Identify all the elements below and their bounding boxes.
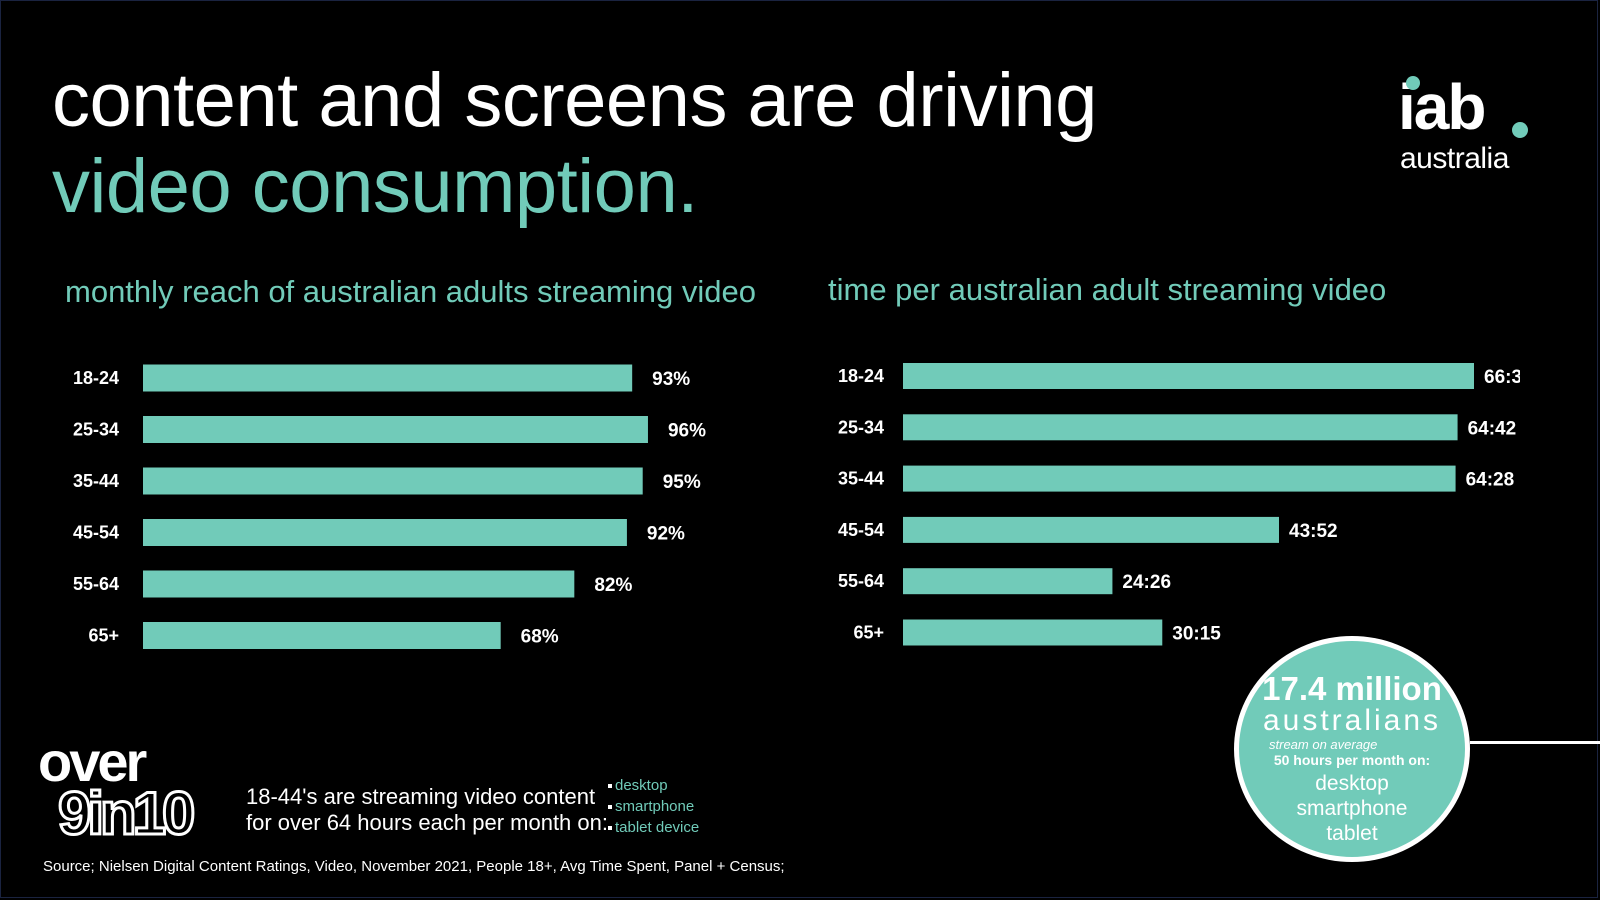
bar-45-54 [143,519,627,546]
value-label: 66:37 [1484,367,1520,388]
stat-description: 18-44's are streaming video content for … [246,784,608,836]
circle-device-desktop: desktop [1315,772,1389,795]
value-label: 64:28 [1466,470,1515,491]
reach-chart-title: monthly reach of australian adults strea… [65,274,756,309]
bar-55-64 [903,568,1113,595]
source-note: Source; Nielsen Digital Content Ratings,… [43,858,785,875]
device-desktop: desktop [608,775,699,796]
value-label: 68% [521,627,559,648]
stat-line-1: 18-44's are streaming video content [246,784,596,809]
nine-in-ten-figure: 9in10 [56,780,196,847]
logo-dot-icon [1406,76,1420,90]
category-label: 65+ [853,623,884,643]
bar-65+ [903,619,1163,646]
value-label: 43:52 [1289,521,1338,542]
value-label: 93% [652,369,690,390]
bar-65+ [143,622,501,649]
category-label: 18-24 [73,368,119,388]
circle-connector-line [1470,741,1600,744]
bar-35-44 [143,467,643,495]
value-label: 64:42 [1468,418,1517,439]
stat-line-2: for over 64 hours each per month on: [246,810,608,835]
circle-device-tablet: tablet [1326,822,1378,845]
circle-count: 17.4 million [1262,670,1442,707]
logo-secondary: australia [1400,142,1509,175]
circle-devices: desktop smartphone tablet [1239,771,1465,846]
iab-australia-logo: iab australia [1398,66,1548,182]
device-smartphone: smartphone [608,796,699,817]
circle-label: australians [1262,704,1442,737]
category-label: 65+ [88,626,119,646]
category-label: 55-64 [73,574,119,594]
category-label: 25-34 [73,420,119,440]
headline-line-2: video consumption. [52,144,698,229]
time-bar-chart: 18-24 66:37 25-34 64:42 35-44 64:28 45-54 43:52… [838,363,1520,646]
device-list: desktop smartphone tablet device [608,775,699,838]
value-label: 96% [668,421,706,442]
value-label: 92% [647,524,685,545]
bar-25-34 [143,416,648,443]
circle-device-smartphone: smartphone [1296,797,1408,820]
reach-bar-chart: 18-24 93% 25-34 96% 35-44 95% 45-54 92% 55-64 82%… [73,364,706,649]
category-label: 35-44 [838,469,884,489]
bar-18-24 [903,363,1475,389]
value-label: 95% [663,472,701,493]
bar-55-64 [143,570,575,598]
value-label: 82% [594,575,632,596]
category-label: 25-34 [838,417,884,437]
value-label: 30:15 [1172,624,1221,645]
category-label: 55-64 [838,571,884,591]
time-chart-title: time per australian adult streaming vide… [828,272,1387,307]
circle-hours: 50 hours per month on: [1273,752,1431,768]
headline-line-1: content and screens are driving [52,58,1097,143]
logo-period-icon [1512,122,1528,138]
bar-25-34 [903,414,1458,441]
headline: content and screens are driving video co… [52,58,1097,230]
bar-45-54 [903,516,1280,543]
audience-circle: 17.4 million australians stream on avera… [1234,636,1470,862]
device-tablet: tablet device [608,817,699,838]
bar-35-44 [903,465,1456,492]
category-label: 45-54 [73,523,119,543]
category-label: 18-24 [838,366,884,386]
over-word: over [38,730,147,793]
category-label: 35-44 [73,471,119,491]
circle-sub: stream on average [1269,737,1378,752]
value-label: 24:26 [1122,572,1171,593]
bar-18-24 [143,364,633,392]
category-label: 45-54 [838,520,884,540]
